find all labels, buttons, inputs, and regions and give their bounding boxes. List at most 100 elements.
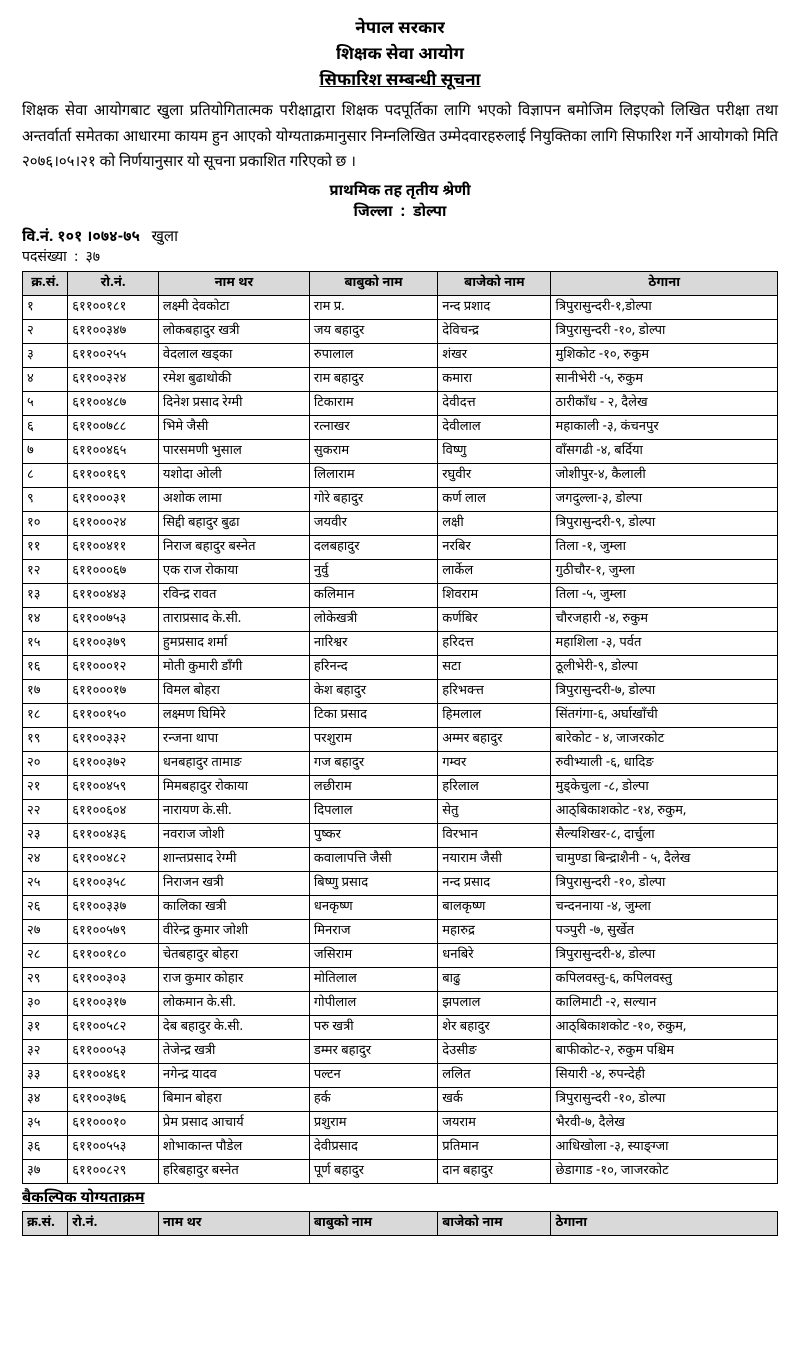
cell-sn: ३० <box>23 991 68 1015</box>
adv-label: वि.नं. <box>22 229 53 248</box>
cell-gfather: झपलाल <box>438 991 551 1015</box>
cell-address: त्रिपुरासुन्दरी-१,डोल्पा <box>551 295 778 319</box>
cell-sn: ७ <box>23 439 68 463</box>
cell-name: दिनेश प्रसाद रेग्मी <box>158 391 309 415</box>
cell-sn: ९ <box>23 487 68 511</box>
table-row: ७६११००४६५पारसमणी भुसालसुकरामविष्णुवाँसगढ… <box>23 439 778 463</box>
cell-roll: ६११००३३२ <box>68 727 159 751</box>
cell-father: देवीप्रसाद <box>309 1135 437 1159</box>
cell-father: पुष्कर <box>309 823 437 847</box>
cell-address: त्रिपुरासुन्दरी -१०, डोल्पा <box>551 1087 778 1111</box>
cell-roll: ६११०००१० <box>68 1111 159 1135</box>
alternative-title: बैकल्पिक योग्यताक्रम <box>22 1190 778 1209</box>
cell-roll: ६११००३०३ <box>68 967 159 991</box>
cell-gfather: लक्षी <box>438 511 551 535</box>
cell-father: हर्क <box>309 1087 437 1111</box>
cell-roll: ६११००७८८ <box>68 415 159 439</box>
cell-sn: ११ <box>23 535 68 559</box>
cell-father: बिष्णु प्रसाद <box>309 871 437 895</box>
table-row: ३०६११००३१७लोकमान के.सी.गोपीलालझपलालकालिम… <box>23 991 778 1015</box>
table-row: ३२६११०००५३तेजेन्द्र खत्रीडम्मर बहादुरदेउ… <box>23 1039 778 1063</box>
cell-sn: १० <box>23 511 68 535</box>
cell-roll: ६११००१६९ <box>68 463 159 487</box>
cell-roll: ६११००३७९ <box>68 631 159 655</box>
cell-address: कालिमाटी -२, सल्यान <box>551 991 778 1015</box>
cell-roll: ६११००८२९ <box>68 1159 159 1183</box>
alt-col-sn: क्र.सं. <box>23 1211 68 1235</box>
cell-address: सानीभेरी -५, रुकुम <box>551 367 778 391</box>
cell-roll: ६११००१५० <box>68 703 159 727</box>
cell-address: भैरवी-७, दैलेख <box>551 1111 778 1135</box>
cell-gfather: ललित <box>438 1063 551 1087</box>
cell-address: बाफीकोट-२, रुकुम पश्चिम <box>551 1039 778 1063</box>
cell-father: टिका प्रसाद <box>309 703 437 727</box>
cell-gfather: हरिभक्त्त <box>438 679 551 703</box>
cell-roll: ६११००४६१ <box>68 1063 159 1087</box>
cell-address: त्रिपुरासुन्दरी -१०, डोल्पा <box>551 319 778 343</box>
alternative-table: क्र.सं. रो.नं. नाम थर बाबुको नाम बाजेको … <box>22 1211 778 1236</box>
cell-gfather: शेर बहादुर <box>438 1015 551 1039</box>
cell-sn: ३४ <box>23 1087 68 1111</box>
cell-address: आठ्बिकाशकोट -१४, रुकुम, <box>551 799 778 823</box>
district-label: जिल्ला <box>354 204 393 223</box>
table-row: २६६११००३३७कालिका खत्रीधनकृष्णबालकृष्णचन्… <box>23 895 778 919</box>
cell-sn: २० <box>23 751 68 775</box>
cell-father: लछीराम <box>309 775 437 799</box>
cell-sn: २८ <box>23 943 68 967</box>
cell-name: नगेन्द्र यादव <box>158 1063 309 1087</box>
cell-roll: ६११०००६७ <box>68 559 159 583</box>
cell-gfather: देउसीङ <box>438 1039 551 1063</box>
cell-address: कपिलवस्तु-६, कपिलवस्तु <box>551 967 778 991</box>
table-row: २२६११००६०४नारायण के.सी.दिपलालसेतुआठ्बिका… <box>23 799 778 823</box>
district-sep: : <box>396 204 409 223</box>
cell-sn: १८ <box>23 703 68 727</box>
cell-address: तिला -१, जुम्ला <box>551 535 778 559</box>
cell-roll: ६११००३५८ <box>68 871 159 895</box>
cell-father: परु खत्री <box>309 1015 437 1039</box>
table-row: ३६६११००५५३शोभाकान्त पौडेलदेवीप्रसादप्रति… <box>23 1135 778 1159</box>
cell-address: चामुण्डा बिन्द्राशैनी - ५, दैलेख <box>551 847 778 871</box>
cell-gfather: खर्क <box>438 1087 551 1111</box>
cell-gfather: बाढु <box>438 967 551 991</box>
cell-sn: ३६ <box>23 1135 68 1159</box>
cell-sn: ४ <box>23 367 68 391</box>
cell-address: त्रिपुरासुन्दरी -१०, डोल्पा <box>551 871 778 895</box>
cell-roll: ६११०००५३ <box>68 1039 159 1063</box>
cell-sn: ३१ <box>23 1015 68 1039</box>
alt-col-gfather: बाजेको नाम <box>438 1211 551 1235</box>
alt-header-row: क्र.सं. रो.नं. नाम थर बाबुको नाम बाजेको … <box>23 1211 778 1235</box>
cell-name: मोती कुमारी डाँगी <box>158 655 309 679</box>
cell-address: त्रिपुरासुन्दरी-७, डोल्पा <box>551 679 778 703</box>
cell-father: गोरे बहादुर <box>309 487 437 511</box>
cell-address: मुशिकोट -१०, रुकुम <box>551 343 778 367</box>
table-row: २९६११००३०३राज कुमार कोहारमोतिलालबाढुकपिल… <box>23 967 778 991</box>
post-count-line: पदसंख्या : ३७ <box>22 248 778 267</box>
alt-col-roll: रो.नं. <box>68 1211 159 1235</box>
adv-value: १०१ ।०७४-७५ <box>57 229 140 248</box>
gov-line: नेपाल सरकार <box>22 18 778 40</box>
cell-father: परशुराम <box>309 727 437 751</box>
cell-roll: ६११००३४७ <box>68 319 159 343</box>
cell-gfather: नन्द प्रशाद <box>438 295 551 319</box>
cell-sn: १२ <box>23 559 68 583</box>
cell-address: त्रिपुरासुन्दरी-९, डोल्पा <box>551 511 778 535</box>
cell-name: निराज बहादुर बस्नेत <box>158 535 309 559</box>
cell-roll: ६११००५५३ <box>68 1135 159 1159</box>
cell-gfather: नयाराम जैसी <box>438 847 551 871</box>
cell-roll: ६११००१८० <box>68 943 159 967</box>
cell-sn: ५ <box>23 391 68 415</box>
cell-address: ठारीकाँध - २, दैलेख <box>551 391 778 415</box>
post-count-sep: : <box>70 248 81 267</box>
table-row: ६६११००७८८भिमे जैसीरत्नाखरदेवीलालमहाकाली … <box>23 415 778 439</box>
table-row: १८६११००१५०लक्ष्मण घिमिरेटिका प्रसादहिमला… <box>23 703 778 727</box>
cell-gfather: शिवराम <box>438 583 551 607</box>
cell-father: कलिमान <box>309 583 437 607</box>
cell-name: अशोक लामा <box>158 487 309 511</box>
cell-roll: ६११००३३७ <box>68 895 159 919</box>
cell-father: दिपलाल <box>309 799 437 823</box>
cell-address: पञ्पुरी -७, सुर्खेत <box>551 919 778 943</box>
level-line: प्राथमिक तह तृतीय श्रेणी <box>22 183 778 202</box>
table-row: ८६११००१६९यशोदा ओलीलिलारामरघुवीरजोशीपुर-४… <box>23 463 778 487</box>
cell-name: भिमे जैसी <box>158 415 309 439</box>
table-row: २७६११००५७९वीरेन्द्र कुमार जोशीमिनराजमहार… <box>23 919 778 943</box>
